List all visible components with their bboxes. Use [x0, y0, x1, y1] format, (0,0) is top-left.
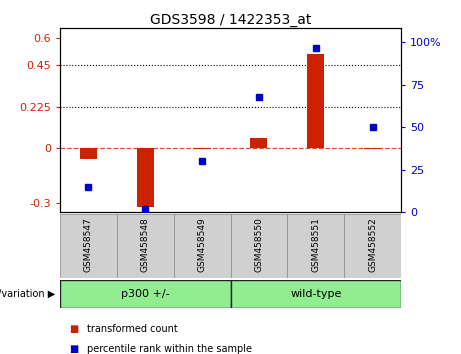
Bar [344, 214, 401, 278]
Bar [230, 214, 287, 278]
Text: wild-type: wild-type [290, 289, 342, 299]
Bar [250, 138, 267, 148]
Text: genotype/variation ▶: genotype/variation ▶ [0, 289, 55, 299]
Text: GSM458550: GSM458550 [254, 217, 263, 272]
Text: GSM458552: GSM458552 [368, 217, 377, 272]
Bar [174, 214, 230, 278]
Bar [60, 280, 230, 308]
Bar [287, 214, 344, 278]
Text: p300 +/-: p300 +/- [121, 289, 170, 299]
Text: GSM458548: GSM458548 [141, 217, 150, 272]
Bar [80, 148, 97, 159]
Bar [364, 148, 381, 149]
Text: GSM458549: GSM458549 [198, 217, 207, 272]
Text: GSM458551: GSM458551 [311, 217, 320, 272]
Title: GDS3598 / 1422353_at: GDS3598 / 1422353_at [150, 13, 311, 27]
Text: GSM458547: GSM458547 [84, 217, 93, 272]
Text: ■: ■ [69, 324, 78, 334]
Bar [136, 148, 154, 207]
Bar [307, 54, 324, 148]
Text: ■: ■ [69, 344, 78, 354]
Bar [60, 214, 117, 278]
Text: percentile rank within the sample: percentile rank within the sample [87, 344, 252, 354]
Bar [117, 214, 174, 278]
Bar [230, 280, 401, 308]
Bar [194, 148, 211, 149]
Text: transformed count: transformed count [87, 324, 177, 334]
